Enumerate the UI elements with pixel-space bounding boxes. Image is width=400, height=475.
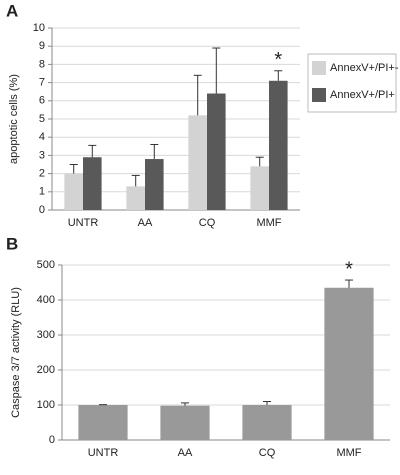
x-tick-label: UNTR — [68, 217, 99, 229]
significance-mark: * — [274, 49, 282, 71]
y-tick-label: 0 — [49, 434, 55, 446]
bar — [242, 405, 292, 440]
y-tick-label: 7 — [39, 77, 45, 89]
legend-box — [307, 53, 397, 113]
legend-swatch — [312, 88, 326, 102]
y-tick-label: 100 — [37, 399, 55, 411]
panel-label: B — [6, 234, 18, 253]
bar — [207, 93, 226, 210]
legend-swatch — [312, 61, 326, 75]
y-tick-label: 10 — [33, 22, 45, 34]
y-axis-label: apoptotic cells (%) — [8, 74, 20, 164]
y-tick-label: 5 — [39, 113, 45, 125]
y-tick-label: 9 — [39, 40, 45, 52]
x-tick-label: UNTR — [88, 447, 119, 459]
legend-label: AnnexV+/PI+- — [330, 62, 399, 74]
panel-label: A — [6, 1, 18, 20]
y-tick-label: 2 — [39, 168, 45, 180]
y-tick-label: 1 — [39, 186, 45, 198]
y-tick-label: 0 — [39, 204, 45, 216]
y-tick-label: 4 — [39, 131, 45, 143]
y-tick-label: 300 — [37, 329, 55, 341]
y-tick-label: 8 — [39, 58, 45, 70]
bar — [250, 166, 269, 210]
bar — [83, 157, 102, 210]
x-tick-label: MMF — [256, 217, 281, 229]
bar — [324, 287, 374, 440]
x-tick-label: CQ — [199, 217, 216, 229]
significance-mark: * — [345, 258, 353, 280]
bar — [269, 80, 288, 210]
y-tick-label: 500 — [37, 259, 55, 271]
x-tick-label: MMF — [336, 447, 361, 459]
y-tick-label: 3 — [39, 149, 45, 161]
bar — [188, 115, 207, 210]
legend-label: AnnexV+/PI+ — [330, 89, 395, 101]
bar — [78, 405, 128, 440]
y-axis-label: Caspase 3/7 activity (RLU) — [10, 287, 22, 418]
y-tick-label: 400 — [37, 294, 55, 306]
bar — [64, 173, 83, 210]
bar — [160, 405, 210, 440]
y-tick-label: 6 — [39, 95, 45, 107]
bar — [126, 186, 145, 210]
x-tick-label: AA — [138, 217, 153, 229]
y-tick-label: 200 — [37, 364, 55, 376]
x-tick-label: AA — [178, 447, 193, 459]
x-tick-label: CQ — [259, 447, 276, 459]
bar — [145, 159, 164, 210]
